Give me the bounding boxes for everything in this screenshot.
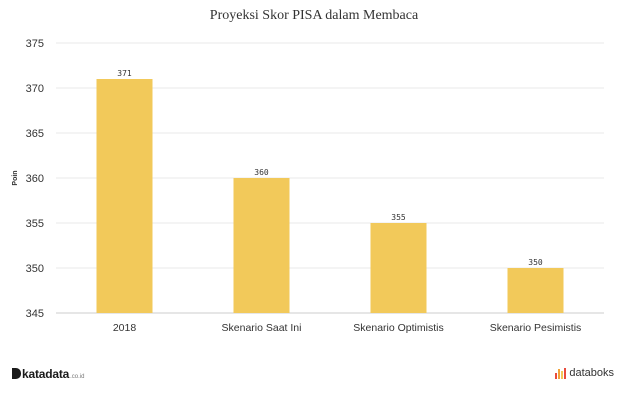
label-layer: 345 350 355 360 365 370 375 371 2018 360 Skenario … (26, 38, 582, 334)
bar[interactable] (233, 178, 290, 313)
bar[interactable] (96, 79, 153, 313)
y-tick-label: 350 (26, 263, 44, 275)
x-tick-label: 2018 (113, 322, 137, 334)
chart-title: Proyeksi Skor PISA dalam Membaca (209, 8, 419, 23)
katadata-d-icon (12, 368, 21, 379)
data-label: 371 (117, 69, 132, 78)
databoks-logo: databoks (555, 367, 614, 379)
data-label: 360 (254, 168, 269, 177)
data-label: 350 (528, 258, 543, 267)
katadata-logo-suffix: .co.id (70, 374, 85, 380)
bar[interactable] (507, 268, 564, 313)
bar-layer (96, 79, 564, 313)
y-tick-label: 345 (26, 308, 44, 320)
y-tick-label: 375 (26, 38, 44, 50)
katadata-logo-word: katadata (22, 367, 70, 381)
y-axis-label: Poin (12, 170, 19, 185)
y-tick-label: 355 (26, 218, 44, 230)
databoks-bars-icon (555, 367, 567, 379)
data-label: 355 (391, 213, 406, 222)
bar[interactable] (370, 223, 427, 313)
x-tick-label: Skenario Saat Ini (222, 322, 302, 334)
y-tick-label: 365 (26, 128, 44, 140)
databoks-logo-word: databoks (569, 367, 614, 379)
x-tick-label: Skenario Optimistis (353, 322, 443, 334)
katadata-logo: katadata .co.id (12, 367, 84, 381)
y-tick-label: 370 (26, 83, 44, 95)
x-tick-label: Skenario Pesimistis (490, 322, 582, 334)
y-tick-label: 360 (26, 173, 44, 185)
